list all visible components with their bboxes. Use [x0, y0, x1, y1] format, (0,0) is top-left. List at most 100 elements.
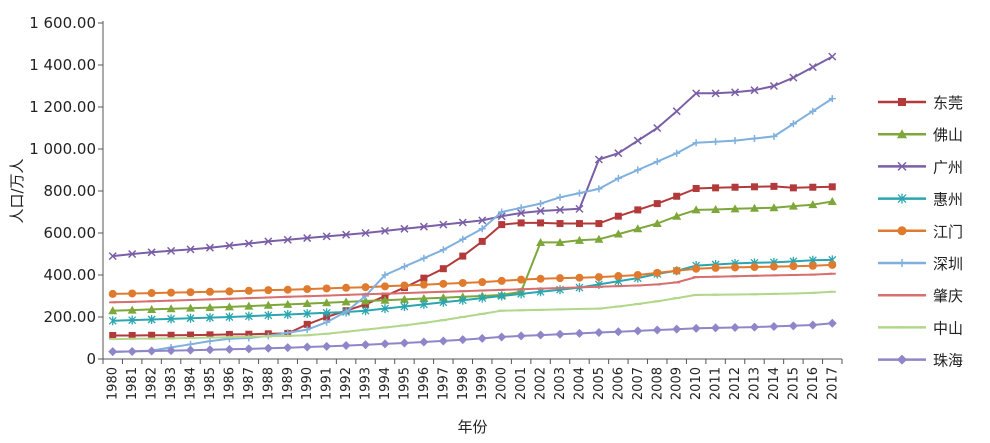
data-point	[614, 174, 622, 182]
legend-item: 深圳	[878, 255, 963, 273]
data-point	[420, 274, 428, 282]
data-point	[323, 318, 331, 326]
data-point	[147, 289, 156, 298]
legend-item: 中山	[878, 319, 963, 337]
data-point	[458, 335, 468, 345]
data-point	[898, 98, 906, 106]
data-point	[673, 192, 681, 200]
data-point	[128, 249, 137, 259]
data-point	[897, 226, 907, 236]
legend-label: 佛山	[933, 126, 963, 144]
data-point	[283, 299, 293, 308]
data-point	[692, 184, 700, 192]
data-point	[750, 86, 759, 95]
data-point	[653, 123, 662, 133]
data-point	[186, 245, 195, 254]
x-tick-label: 2009	[670, 367, 685, 400]
data-point	[477, 333, 487, 343]
x-tick-label: 2004	[572, 367, 587, 400]
y-tick-label: 800.00	[44, 182, 97, 200]
data-point	[556, 193, 564, 201]
x-tick-label: 2017	[825, 367, 840, 400]
legend-item: 东莞	[878, 94, 963, 112]
data-point	[400, 263, 408, 271]
data-point	[555, 329, 565, 339]
series-line	[112, 258, 833, 322]
data-point	[692, 264, 701, 273]
data-point	[770, 182, 778, 190]
x-tick-label: 2008	[650, 367, 665, 400]
x-tick-label: 2010	[689, 367, 704, 400]
data-point	[672, 211, 682, 220]
data-point	[167, 314, 176, 324]
data-point	[692, 89, 701, 98]
x-tick-label: 2005	[592, 367, 607, 400]
data-point	[361, 340, 371, 350]
data-point	[147, 248, 156, 257]
data-point	[400, 281, 409, 290]
x-tick-label: 1993	[359, 367, 374, 400]
data-point	[788, 201, 798, 210]
data-point	[166, 304, 176, 313]
data-point	[244, 239, 253, 248]
data-point	[341, 341, 351, 351]
data-point	[478, 237, 486, 245]
data-point	[439, 265, 447, 273]
data-point	[897, 354, 907, 365]
data-point	[594, 328, 604, 338]
data-point	[808, 63, 817, 72]
data-point	[556, 274, 565, 283]
data-point	[517, 289, 526, 299]
data-point	[166, 346, 176, 356]
series-line	[112, 97, 833, 354]
x-tick-label: 1992	[339, 367, 354, 400]
data-point	[419, 222, 428, 231]
data-point	[342, 308, 350, 316]
data-point	[898, 259, 906, 267]
x-tick-label: 2007	[631, 367, 646, 400]
data-point	[731, 137, 739, 145]
data-point	[303, 285, 312, 294]
data-point	[128, 315, 137, 325]
data-point	[478, 216, 487, 225]
series-6c5f95e8	[108, 260, 837, 298]
data-point	[828, 260, 837, 269]
data-point	[808, 261, 817, 270]
series-4f5b5c71	[108, 197, 837, 315]
y-tick-label: 600.00	[44, 224, 97, 242]
data-point	[420, 254, 428, 262]
x-tick-label: 1991	[320, 367, 335, 400]
data-point	[439, 297, 448, 307]
data-point	[691, 205, 701, 214]
data-point	[342, 230, 351, 239]
data-point	[497, 332, 507, 342]
x-tick-label: 1999	[475, 367, 490, 400]
data-point	[897, 193, 907, 204]
x-tick-label: 1987	[242, 367, 257, 400]
data-point	[749, 203, 759, 212]
data-point	[730, 204, 740, 213]
data-point	[108, 316, 117, 326]
data-point	[400, 302, 409, 311]
x-tick-label: 1981	[125, 367, 140, 400]
x-tick-label: 1983	[164, 367, 179, 400]
data-point	[458, 218, 467, 227]
data-point	[614, 149, 623, 158]
data-point	[225, 312, 234, 322]
x-tick-label: 1995	[397, 367, 412, 400]
data-point	[245, 334, 253, 342]
data-point	[555, 205, 565, 214]
data-point	[147, 304, 157, 313]
x-tick-label: 1996	[417, 367, 432, 400]
data-point	[439, 220, 448, 229]
data-point	[788, 321, 798, 331]
legend-label: 东莞	[933, 94, 963, 112]
data-point	[595, 185, 603, 193]
series-line	[112, 272, 833, 304]
data-point	[225, 287, 234, 296]
x-tick-label: 1986	[222, 367, 237, 400]
data-point	[653, 268, 662, 277]
data-point	[167, 331, 175, 339]
data-point	[127, 346, 137, 356]
